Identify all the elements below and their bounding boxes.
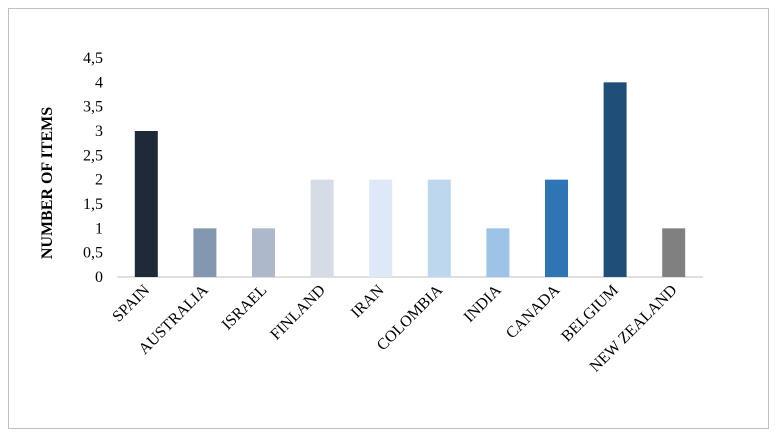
- bar: [427, 179, 451, 277]
- x-tick-label: SPAIN: [109, 281, 153, 325]
- y-tick-label: 1,5: [83, 196, 103, 213]
- y-tick-label: 0: [95, 269, 103, 286]
- y-tick-label: 3,5: [83, 99, 103, 116]
- x-tick-label: BELGIUM: [558, 282, 622, 346]
- y-axis-ticks: 0 0,5 1 1,5 2 2,5 3 3,5 4 4,5: [83, 50, 103, 286]
- x-tick-label: CANADA: [503, 281, 564, 342]
- y-tick-label: 4: [95, 74, 103, 91]
- bar: [252, 228, 275, 277]
- x-tick-label: ISRAEL: [219, 282, 271, 334]
- y-tick-label: 3: [95, 123, 103, 140]
- y-tick-label: 0,5: [83, 245, 103, 262]
- bar: [662, 228, 686, 277]
- y-tick-label: 4,5: [83, 50, 103, 67]
- bar: [545, 179, 568, 277]
- bars: [134, 82, 686, 277]
- x-tick-label: INDIA: [461, 281, 505, 325]
- x-tick-label: IRAN: [348, 281, 388, 321]
- bar: [134, 131, 158, 277]
- bar: [369, 179, 393, 277]
- bar: [193, 228, 217, 277]
- y-tick-label: 1: [95, 220, 103, 237]
- y-tick-label: 2,5: [83, 147, 103, 164]
- bar: [603, 82, 627, 277]
- y-tick-label: 2: [95, 172, 103, 189]
- x-tick-label: FINLAND: [267, 282, 329, 344]
- y-axis-label: NUMBER OF ITEMS: [39, 107, 56, 259]
- bar: [310, 179, 334, 277]
- bar: [486, 228, 510, 277]
